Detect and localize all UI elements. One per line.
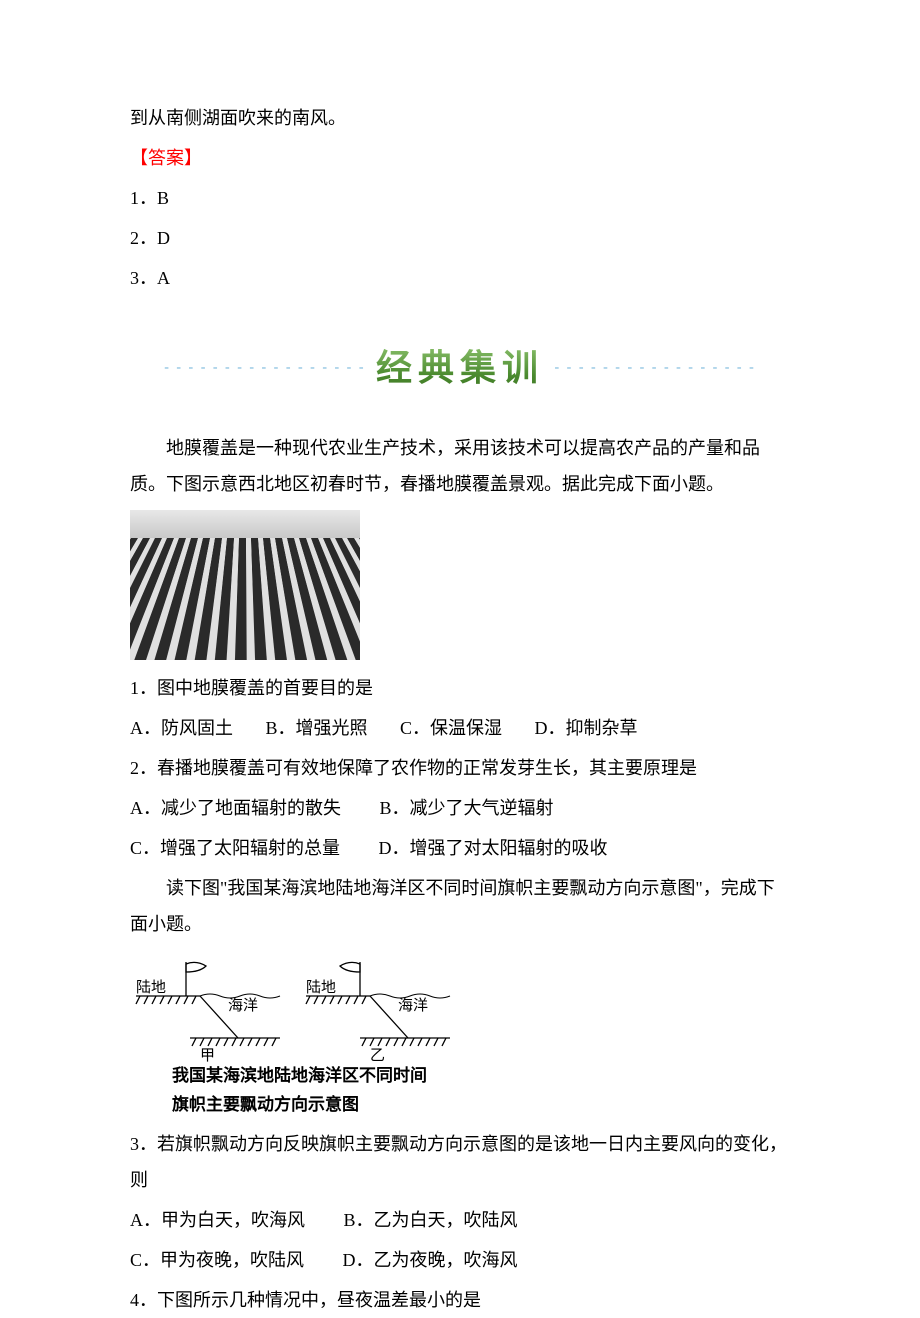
q3-opt-b: B．乙为白天，吹陆风 xyxy=(344,1210,518,1230)
q3-opt-c: C．甲为夜晚，吹陆风 xyxy=(130,1250,304,1270)
answer-1: 1．B xyxy=(130,180,790,216)
flag-diagram: 陆地 海洋 xyxy=(130,952,790,1120)
panel-label-right: 乙 xyxy=(370,1048,385,1062)
answer-label: 【答案】 xyxy=(130,140,790,176)
seabed-hatch-left-icon xyxy=(190,1038,280,1046)
q1-opt-d: D．抑制杂草 xyxy=(535,718,638,738)
q2-stem: 2．春播地膜覆盖可有效地保障了农作物的正常发芽生长，其主要原理是 xyxy=(130,750,790,786)
banner-dash-right: - - - - - - - - - - - - - - - - - xyxy=(555,360,756,375)
banner-word: 经典集训 xyxy=(376,332,544,404)
continuation-text: 到从南侧湖面吹来的南风。 xyxy=(130,100,790,136)
diagram-caption-l2: 旗帜主要飘动方向示意图 xyxy=(172,1091,790,1120)
seabed-hatch-right-icon xyxy=(360,1038,450,1046)
q1-opt-a: A．防风固土 xyxy=(130,718,233,738)
q4-stem: 4．下图所示几种情况中，昼夜温差最小的是 xyxy=(130,1282,790,1318)
land-hatch-left-icon xyxy=(136,996,200,1004)
answer-2: 2．D xyxy=(130,220,790,256)
q3-opt-d: D．乙为夜晚，吹海风 xyxy=(343,1250,518,1270)
q3-options-row1: A．甲为白天，吹海风 B．乙为白天，吹陆风 xyxy=(130,1202,790,1238)
mulch-photo xyxy=(130,510,360,660)
land-label-left: 陆地 xyxy=(136,979,166,996)
q1-stem: 1．图中地膜覆盖的首要目的是 xyxy=(130,670,790,706)
flag-left-icon xyxy=(186,962,206,972)
flag-right-icon xyxy=(340,962,360,972)
answer-3: 3．A xyxy=(130,260,790,296)
section-banner: - - - - - - - - - - - - - - - - - 经典集训 -… xyxy=(130,332,790,404)
q2-options-row2: C．增强了太阳辐射的总量 D．增强了对太阳辐射的吸收 xyxy=(130,830,790,866)
q1-opt-b: B．增强光照 xyxy=(266,718,368,738)
q2-opt-d: D．增强了对太阳辐射的吸收 xyxy=(379,838,608,858)
diagram-caption-l1: 我国某海滨地陆地海洋区不同时间 xyxy=(172,1062,790,1091)
banner-title: 经典集训 xyxy=(376,332,544,404)
panel-label-left: 甲 xyxy=(200,1048,215,1062)
q2-opt-b: B．减少了大气逆辐射 xyxy=(380,798,554,818)
land-label-right: 陆地 xyxy=(306,979,336,996)
q3-stem: 3．若旗帜飘动方向反映旗帜主要飘动方向示意图的是该地一日内主要风向的变化，则 xyxy=(130,1126,790,1198)
passage2-intro: 读下图"我国某海滨地陆地海洋区不同时间旗帜主要飘动方向示意图"，完成下面小题。 xyxy=(130,870,790,942)
q3-options-row2: C．甲为夜晚，吹陆风 D．乙为夜晚，吹海风 xyxy=(130,1242,790,1278)
q2-options-row1: A．减少了地面辐射的散失 B．减少了大气逆辐射 xyxy=(130,790,790,826)
q2-opt-c: C．增强了太阳辐射的总量 xyxy=(130,838,340,858)
flag-diagram-svg: 陆地 海洋 xyxy=(130,952,460,1062)
sea-label-right: 海洋 xyxy=(398,997,428,1014)
mulch-rows-icon xyxy=(130,538,360,660)
q3-opt-a: A．甲为白天，吹海风 xyxy=(130,1210,305,1230)
q2-opt-a: A．减少了地面辐射的散失 xyxy=(130,798,341,818)
banner-dash-left: - - - - - - - - - - - - - - - - - xyxy=(164,360,365,375)
sea-label-left: 海洋 xyxy=(228,997,258,1014)
q1-opt-c: C．保温保湿 xyxy=(400,718,502,738)
q1-options: A．防风固土 B．增强光照 C．保温保湿 D．抑制杂草 xyxy=(130,710,790,746)
land-hatch-right-icon xyxy=(306,996,370,1004)
passage1-intro: 地膜覆盖是一种现代农业生产技术，采用该技术可以提高农产品的产量和品质。下图示意西… xyxy=(130,430,790,502)
